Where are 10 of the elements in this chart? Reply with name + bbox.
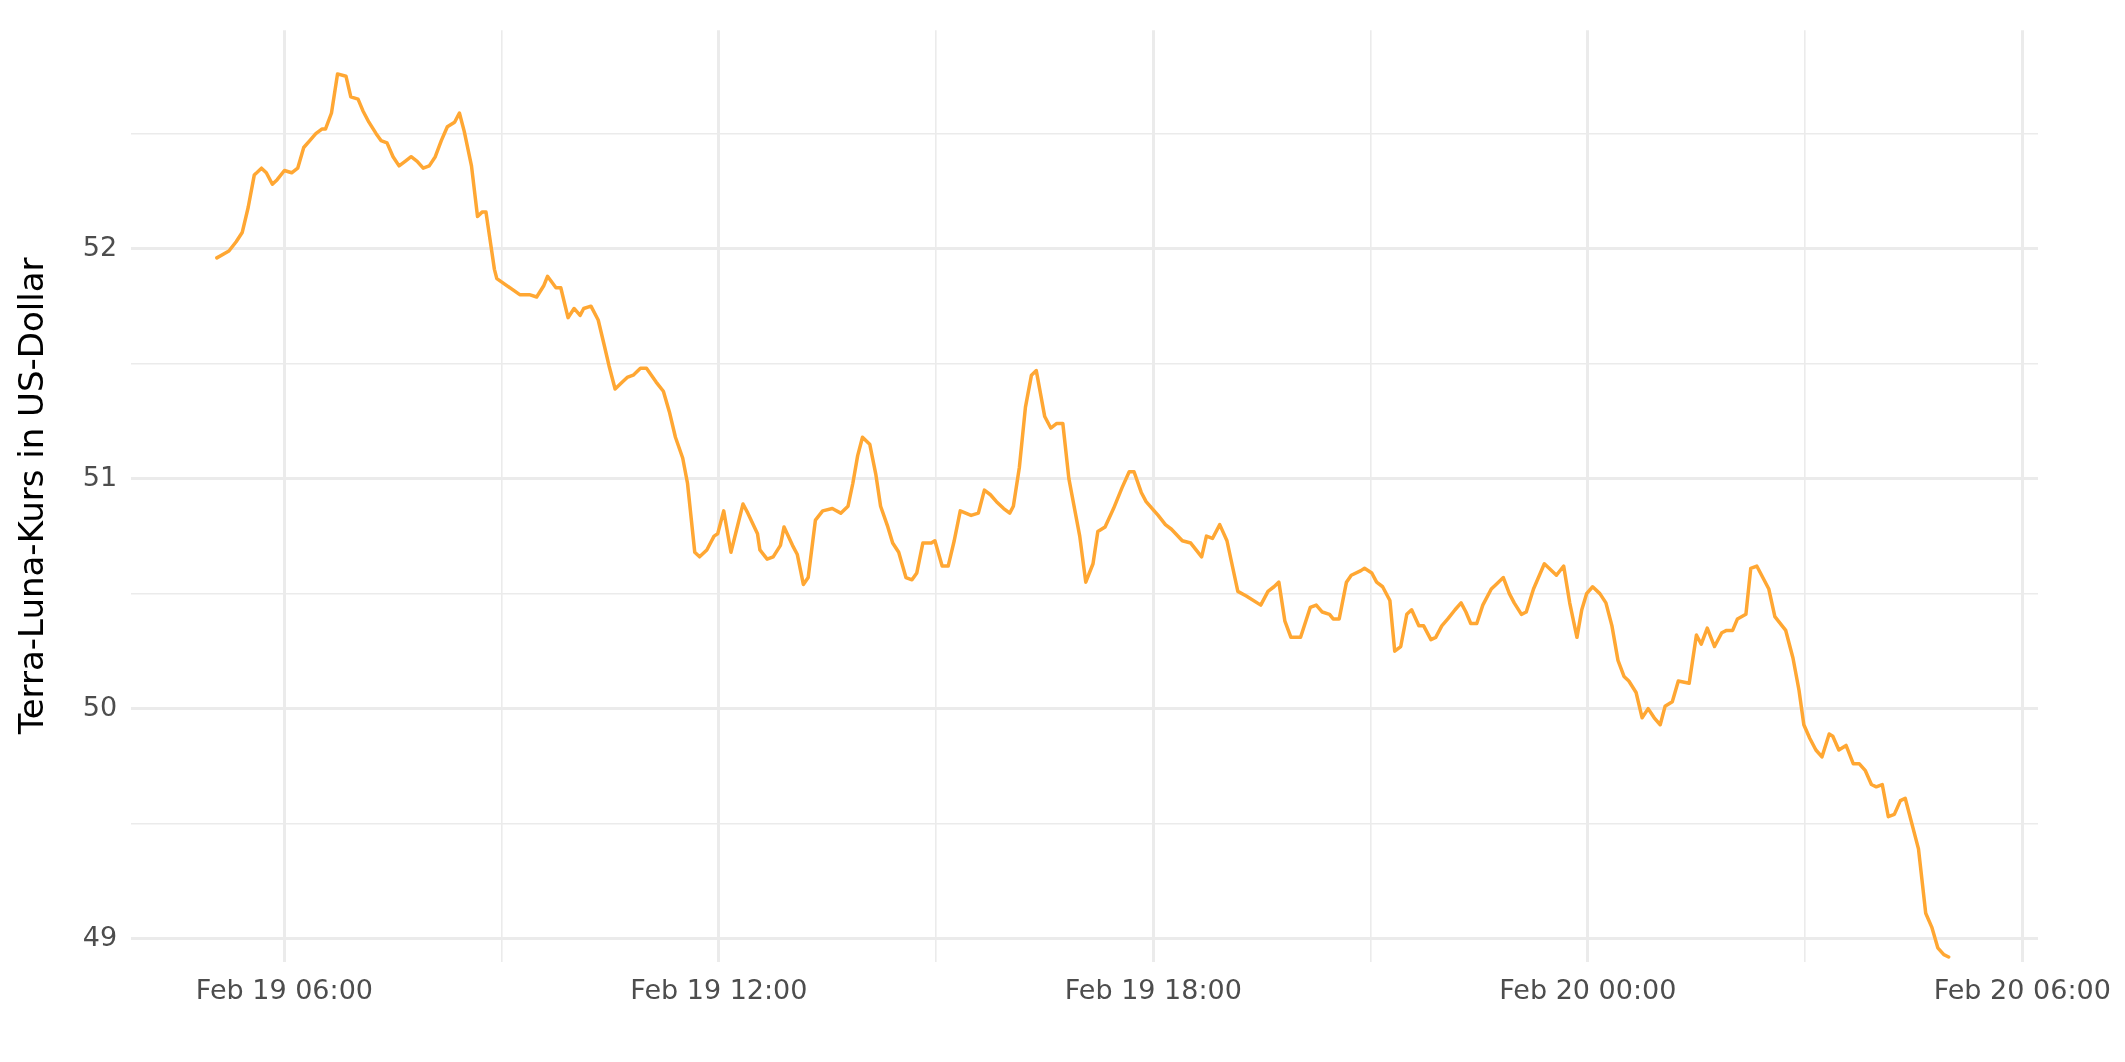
y-tick-label: 51 [82, 460, 118, 492]
x-tick-label: Feb 19 18:00 [1064, 973, 1242, 1005]
x-tick-label: Feb 19 06:00 [195, 973, 373, 1005]
x-tick-label: Feb 20 00:00 [1499, 973, 1677, 1005]
y-tick-label: 52 [82, 230, 118, 262]
x-tick-label: Feb 20 06:00 [1933, 973, 2111, 1005]
y-tick-label: 49 [82, 920, 118, 952]
y-axis-title: Terra-Luna-Kurs in US-Dollar [11, 257, 52, 736]
x-tick-label: Feb 19 12:00 [630, 973, 808, 1005]
y-tick-label: 50 [82, 690, 118, 722]
